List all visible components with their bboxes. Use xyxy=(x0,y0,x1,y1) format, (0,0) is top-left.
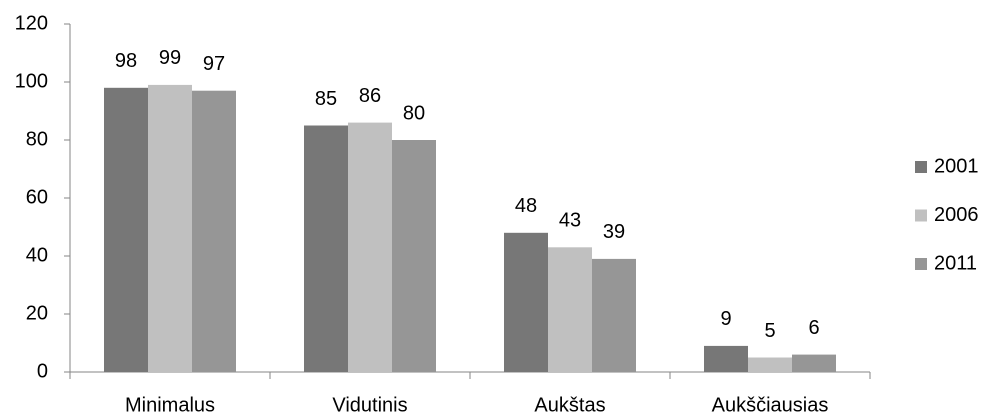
data-label: 43 xyxy=(559,210,581,232)
bar xyxy=(192,90,236,372)
data-label: 39 xyxy=(603,221,625,243)
bar xyxy=(704,345,748,372)
legend-label: 2001 xyxy=(934,155,979,177)
legend-swatch xyxy=(915,161,927,173)
bar xyxy=(348,122,392,372)
x-tick-label: Aukštas xyxy=(534,394,605,416)
y-tick-label: 40 xyxy=(26,244,48,266)
data-label: 48 xyxy=(515,195,537,217)
x-tick-label: Vidutinis xyxy=(332,394,407,416)
bar xyxy=(592,258,636,372)
y-tick-label: 120 xyxy=(15,12,48,34)
y-tick-label: 100 xyxy=(15,70,48,92)
y-tick-label: 60 xyxy=(26,186,48,208)
data-label: 85 xyxy=(315,88,337,110)
legend-label: 2011 xyxy=(934,252,977,274)
data-label: 99 xyxy=(159,47,181,69)
bar xyxy=(548,247,592,372)
bar xyxy=(392,140,436,372)
bar xyxy=(148,84,192,373)
bar xyxy=(304,125,348,372)
y-tick-label: 20 xyxy=(26,302,48,324)
x-tick-label: Minimalus xyxy=(125,394,215,416)
data-label: 97 xyxy=(203,53,225,75)
bar xyxy=(504,232,548,372)
bar xyxy=(104,87,148,373)
legend-label: 2006 xyxy=(934,204,979,226)
data-label: 80 xyxy=(403,102,425,124)
bar xyxy=(792,354,836,372)
y-tick-label: 0 xyxy=(37,360,48,382)
legend-swatch xyxy=(915,258,927,270)
x-tick-label: Aukščiausias xyxy=(712,394,829,416)
data-label: 86 xyxy=(359,85,381,107)
data-label: 5 xyxy=(764,320,775,342)
legend-swatch xyxy=(915,209,927,222)
data-label: 6 xyxy=(808,317,819,339)
bar xyxy=(748,357,792,372)
data-label: 98 xyxy=(115,50,137,72)
data-label: 9 xyxy=(720,308,731,330)
y-tick-label: 80 xyxy=(26,128,48,150)
